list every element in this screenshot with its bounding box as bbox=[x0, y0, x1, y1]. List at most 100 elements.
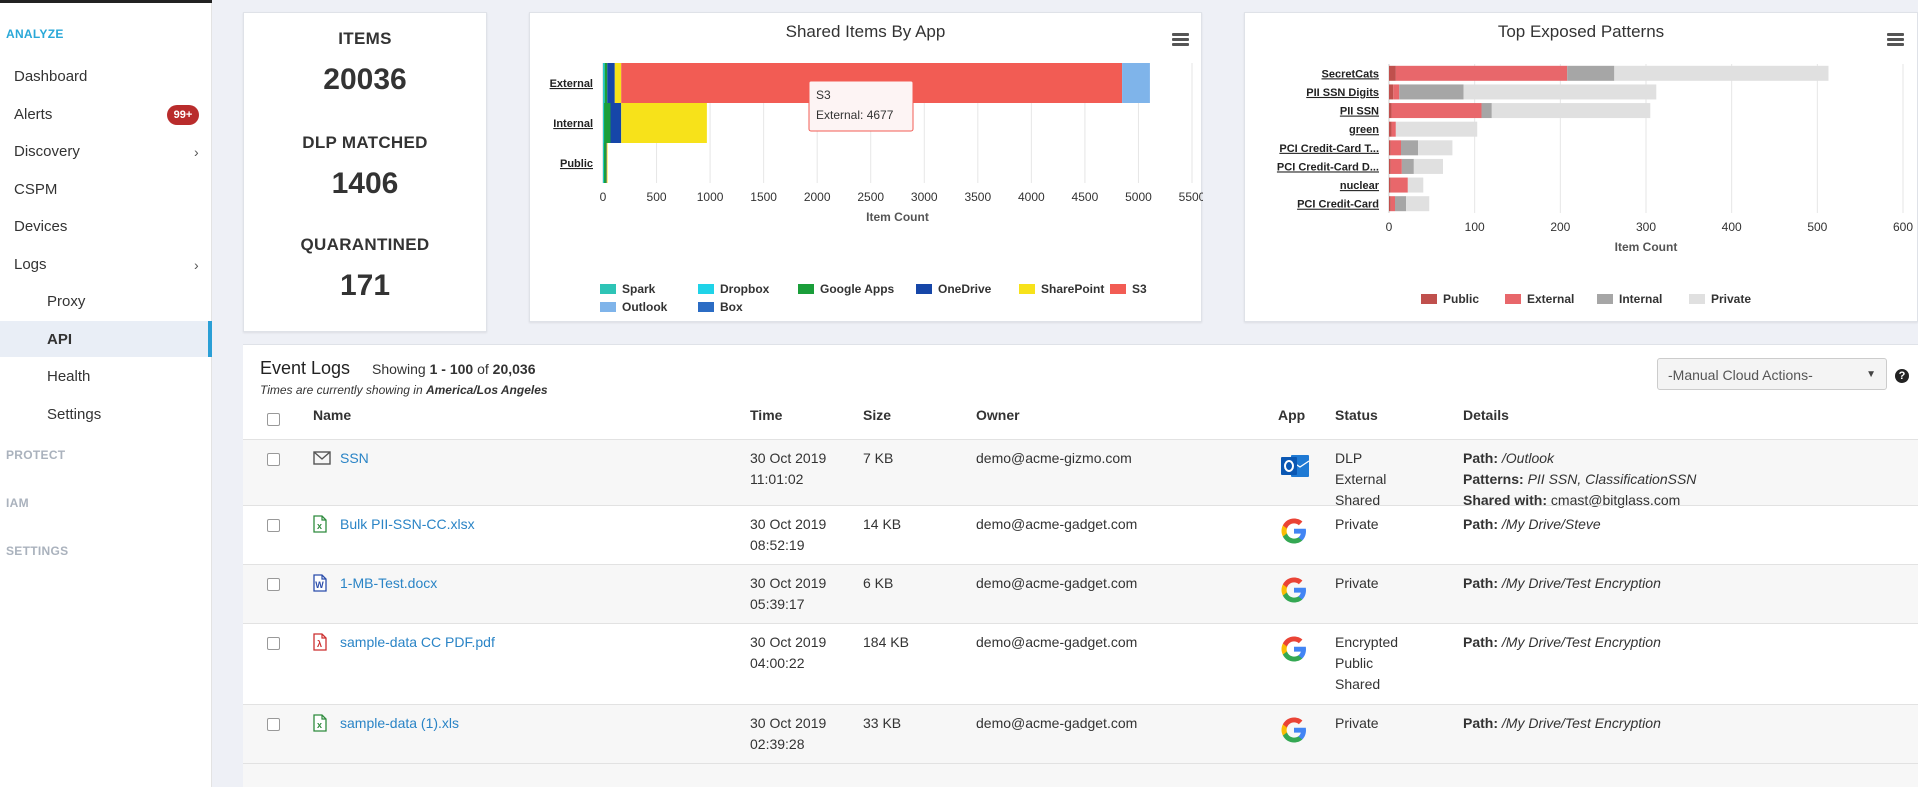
table-row[interactable]: λ sample-data CC PDF.pdf 30 Oct 2019 04:00:… bbox=[243, 623, 1918, 704]
table-row[interactable]: SSN 30 Oct 2019 11:01:02 7 KB demo@acme-gizm… bbox=[243, 439, 1918, 508]
sidebar-item-label: Health bbox=[47, 367, 91, 385]
detail-line: Shared with: cmast@bitglass.com bbox=[1463, 490, 1696, 511]
sidebar-item-health[interactable]: Health bbox=[0, 358, 212, 394]
sidebar-item-label: Logs bbox=[14, 255, 47, 273]
sidebar-item-cspm[interactable]: CSPM bbox=[0, 171, 212, 207]
sidebar-item-label: API bbox=[47, 330, 73, 348]
x-axis-title: Item Count bbox=[1615, 240, 1678, 254]
owner-cell: demo@acme-gadget.com bbox=[976, 634, 1138, 650]
section-analyze[interactable]: ANALYZE bbox=[6, 27, 64, 41]
manual-cloud-actions-select[interactable]: -Manual Cloud Actions- ▼ bbox=[1657, 358, 1887, 390]
size-cell: 33 KB bbox=[863, 715, 902, 731]
detail-line: Path: /My Drive/Test Encryption bbox=[1463, 632, 1661, 653]
bar-segment bbox=[1567, 65, 1615, 81]
table-row[interactable]: x Bulk PII-SSN-CC.xlsx 30 Oct 2019 08:52:19… bbox=[243, 505, 1918, 564]
table-row[interactable]: x sample-data (1).xls 30 Oct 2019 02:39:28 3… bbox=[243, 704, 1918, 763]
category-label: PCI Credit-Card bbox=[1297, 199, 1379, 211]
legend-swatch bbox=[1421, 294, 1437, 304]
bar-segment bbox=[603, 63, 605, 103]
time-cell: 30 Oct 2019 11:01:02 bbox=[750, 448, 826, 490]
details-cell: Path: /My Drive/Test Encryption bbox=[1463, 632, 1661, 653]
bar-segment bbox=[1389, 158, 1391, 174]
category-label: PII SSN bbox=[1340, 106, 1379, 118]
section-settings[interactable]: SETTINGS bbox=[6, 544, 69, 558]
sidebar-item-alerts[interactable]: Alerts 99+ bbox=[0, 96, 212, 132]
row-checkbox[interactable] bbox=[267, 453, 280, 466]
col-details[interactable]: Details bbox=[1463, 407, 1509, 423]
row-checkbox[interactable] bbox=[267, 578, 280, 591]
x-tick-label: 1500 bbox=[750, 190, 777, 204]
legend-swatch bbox=[698, 284, 714, 294]
bar-segment bbox=[621, 103, 707, 143]
showing-total: 20,036 bbox=[492, 361, 536, 377]
x-tick-label: 100 bbox=[1465, 220, 1485, 234]
sidebar-item-api[interactable]: API bbox=[0, 321, 212, 357]
row-checkbox[interactable] bbox=[267, 519, 280, 532]
caret-down-icon: ▼ bbox=[1866, 369, 1876, 380]
file-name-link[interactable]: 1-MB-Test.docx bbox=[340, 575, 438, 591]
detail-label: Path: bbox=[1463, 715, 1498, 731]
col-name[interactable]: Name bbox=[313, 407, 352, 423]
legend-swatch bbox=[798, 284, 814, 294]
file-name-link[interactable]: SSN bbox=[340, 450, 369, 466]
legend-label: Private bbox=[1711, 292, 1751, 306]
category-label: SecretCats bbox=[1322, 68, 1379, 80]
chart-tooltip: S3 External: 4677 bbox=[808, 80, 914, 132]
detail-label: Path: bbox=[1463, 634, 1498, 650]
bar-segment bbox=[1399, 84, 1464, 100]
row-checkbox[interactable] bbox=[267, 718, 280, 731]
top-patterns-chart-card: Top Exposed Patterns 0 100 200 300 400 500 600… bbox=[1244, 12, 1918, 322]
google-app-icon bbox=[1279, 715, 1309, 750]
sidebar-item-discovery[interactable]: Discovery › bbox=[0, 133, 212, 169]
col-status[interactable]: Status bbox=[1335, 407, 1378, 423]
time-cell: 30 Oct 2019 05:39:17 bbox=[750, 573, 826, 615]
col-size[interactable]: Size bbox=[863, 407, 892, 423]
owner-cell: demo@acme-gadget.com bbox=[976, 715, 1138, 731]
bar-segment bbox=[1463, 84, 1657, 100]
kpi-items-label: ITEMS bbox=[338, 29, 392, 48]
sidebar-item-logs[interactable]: Logs › bbox=[0, 246, 212, 282]
sidebar-item-dashboard[interactable]: Dashboard bbox=[0, 58, 212, 94]
sidebar-item-proxy[interactable]: Proxy bbox=[0, 283, 212, 319]
showing-of: of bbox=[473, 361, 493, 377]
x-tick-label: 3000 bbox=[911, 190, 938, 204]
date-text: 30 Oct 2019 bbox=[750, 516, 827, 532]
date-text: 30 Oct 2019 bbox=[750, 715, 827, 731]
file-name-link[interactable]: sample-data (1).xls bbox=[340, 715, 460, 731]
x-tick-label: 2500 bbox=[857, 190, 884, 204]
excel-file-icon: x bbox=[313, 515, 327, 538]
table-row[interactable]: W 1-MB-Test.docx 30 Oct 2019 05:39:17 6 KB de… bbox=[243, 564, 1918, 623]
timezone-note: Times are currently showing in America/L… bbox=[260, 383, 548, 397]
col-owner[interactable]: Owner bbox=[976, 407, 1020, 423]
legend-swatch bbox=[600, 284, 616, 294]
detail-value: PII SSN, ClassificationSSN bbox=[1523, 471, 1697, 487]
chart-menu-icon[interactable] bbox=[1172, 33, 1189, 46]
col-time[interactable]: Time bbox=[750, 407, 783, 423]
sidebar-item-settings[interactable]: Settings bbox=[0, 396, 212, 432]
help-icon[interactable]: ? bbox=[1895, 369, 1909, 383]
bar-segment bbox=[603, 143, 606, 183]
chevron-right-icon: › bbox=[194, 257, 199, 273]
section-iam[interactable]: IAM bbox=[6, 496, 29, 510]
detail-label: Path: bbox=[1463, 450, 1498, 466]
file-name-link[interactable]: sample-data CC PDF.pdf bbox=[340, 634, 495, 650]
section-protect[interactable]: PROTECT bbox=[6, 448, 66, 462]
size-cell: 184 KB bbox=[863, 634, 909, 650]
x-tick-label: 200 bbox=[1550, 220, 1570, 234]
size-cell: 6 KB bbox=[863, 575, 894, 591]
x-tick-label: 500 bbox=[647, 190, 667, 204]
chart-menu-icon[interactable] bbox=[1887, 33, 1904, 46]
x-tick-label: 1000 bbox=[697, 190, 724, 204]
legend-swatch bbox=[1689, 294, 1705, 304]
row-checkbox[interactable] bbox=[267, 637, 280, 650]
sidebar-item-devices[interactable]: Devices bbox=[0, 208, 212, 244]
detail-value: /My Drive/Test Encryption bbox=[1498, 715, 1661, 731]
col-app[interactable]: App bbox=[1278, 407, 1306, 423]
svg-text:x: x bbox=[317, 720, 322, 730]
file-name-link[interactable]: Bulk PII-SSN-CC.xlsx bbox=[340, 516, 475, 532]
select-all-checkbox[interactable] bbox=[267, 413, 280, 426]
status-line: Public bbox=[1335, 655, 1374, 671]
detail-value: /My Drive/Test Encryption bbox=[1498, 634, 1661, 650]
bar-segment bbox=[605, 143, 607, 183]
status-line: DLP bbox=[1335, 450, 1363, 466]
